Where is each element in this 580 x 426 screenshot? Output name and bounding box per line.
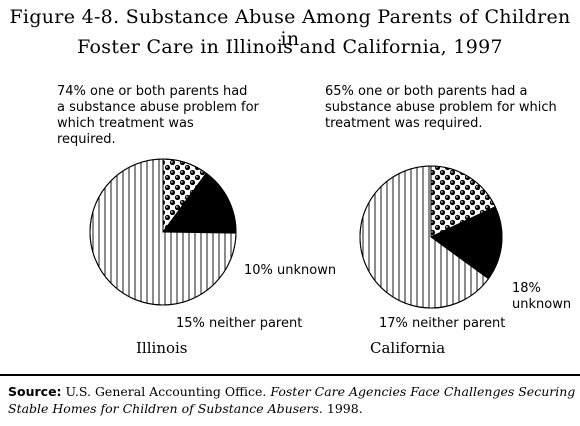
illinois-neither-label: 15% neither parent [176, 316, 303, 331]
pie-outline [359, 165, 503, 309]
illinois-unknown-label: 10% unknown [244, 263, 337, 278]
illinois-main-label: 74% one or both parents had a substance … [57, 84, 259, 147]
california-state-label: California [370, 339, 446, 357]
source-label: Source: [8, 384, 62, 399]
illinois-pie [89, 158, 237, 306]
figure-title-line-2: Foster Care in Illinois and California, … [77, 36, 503, 58]
illinois-state-label: Illinois [136, 339, 188, 357]
source-note: Source: U.S. General Accounting Office. … [8, 383, 578, 417]
source-agency: U.S. General Accounting Office. [61, 384, 271, 399]
source-year: 1998. [322, 401, 363, 416]
california-neither-label: 17% neither parent [379, 316, 506, 331]
pie-outline [89, 158, 237, 306]
source-report-title: Foster Care Agencies Face Challenges Sec… [8, 384, 576, 416]
california-pie [359, 165, 503, 309]
figure-title-line-1: Figure 4-8. Substance Abuse Among Parent… [9, 6, 571, 50]
california-main-label: 65% one or both parents had a substance … [325, 84, 557, 131]
source-divider [0, 374, 580, 376]
california-unknown-label: 18% unknown [512, 281, 572, 312]
